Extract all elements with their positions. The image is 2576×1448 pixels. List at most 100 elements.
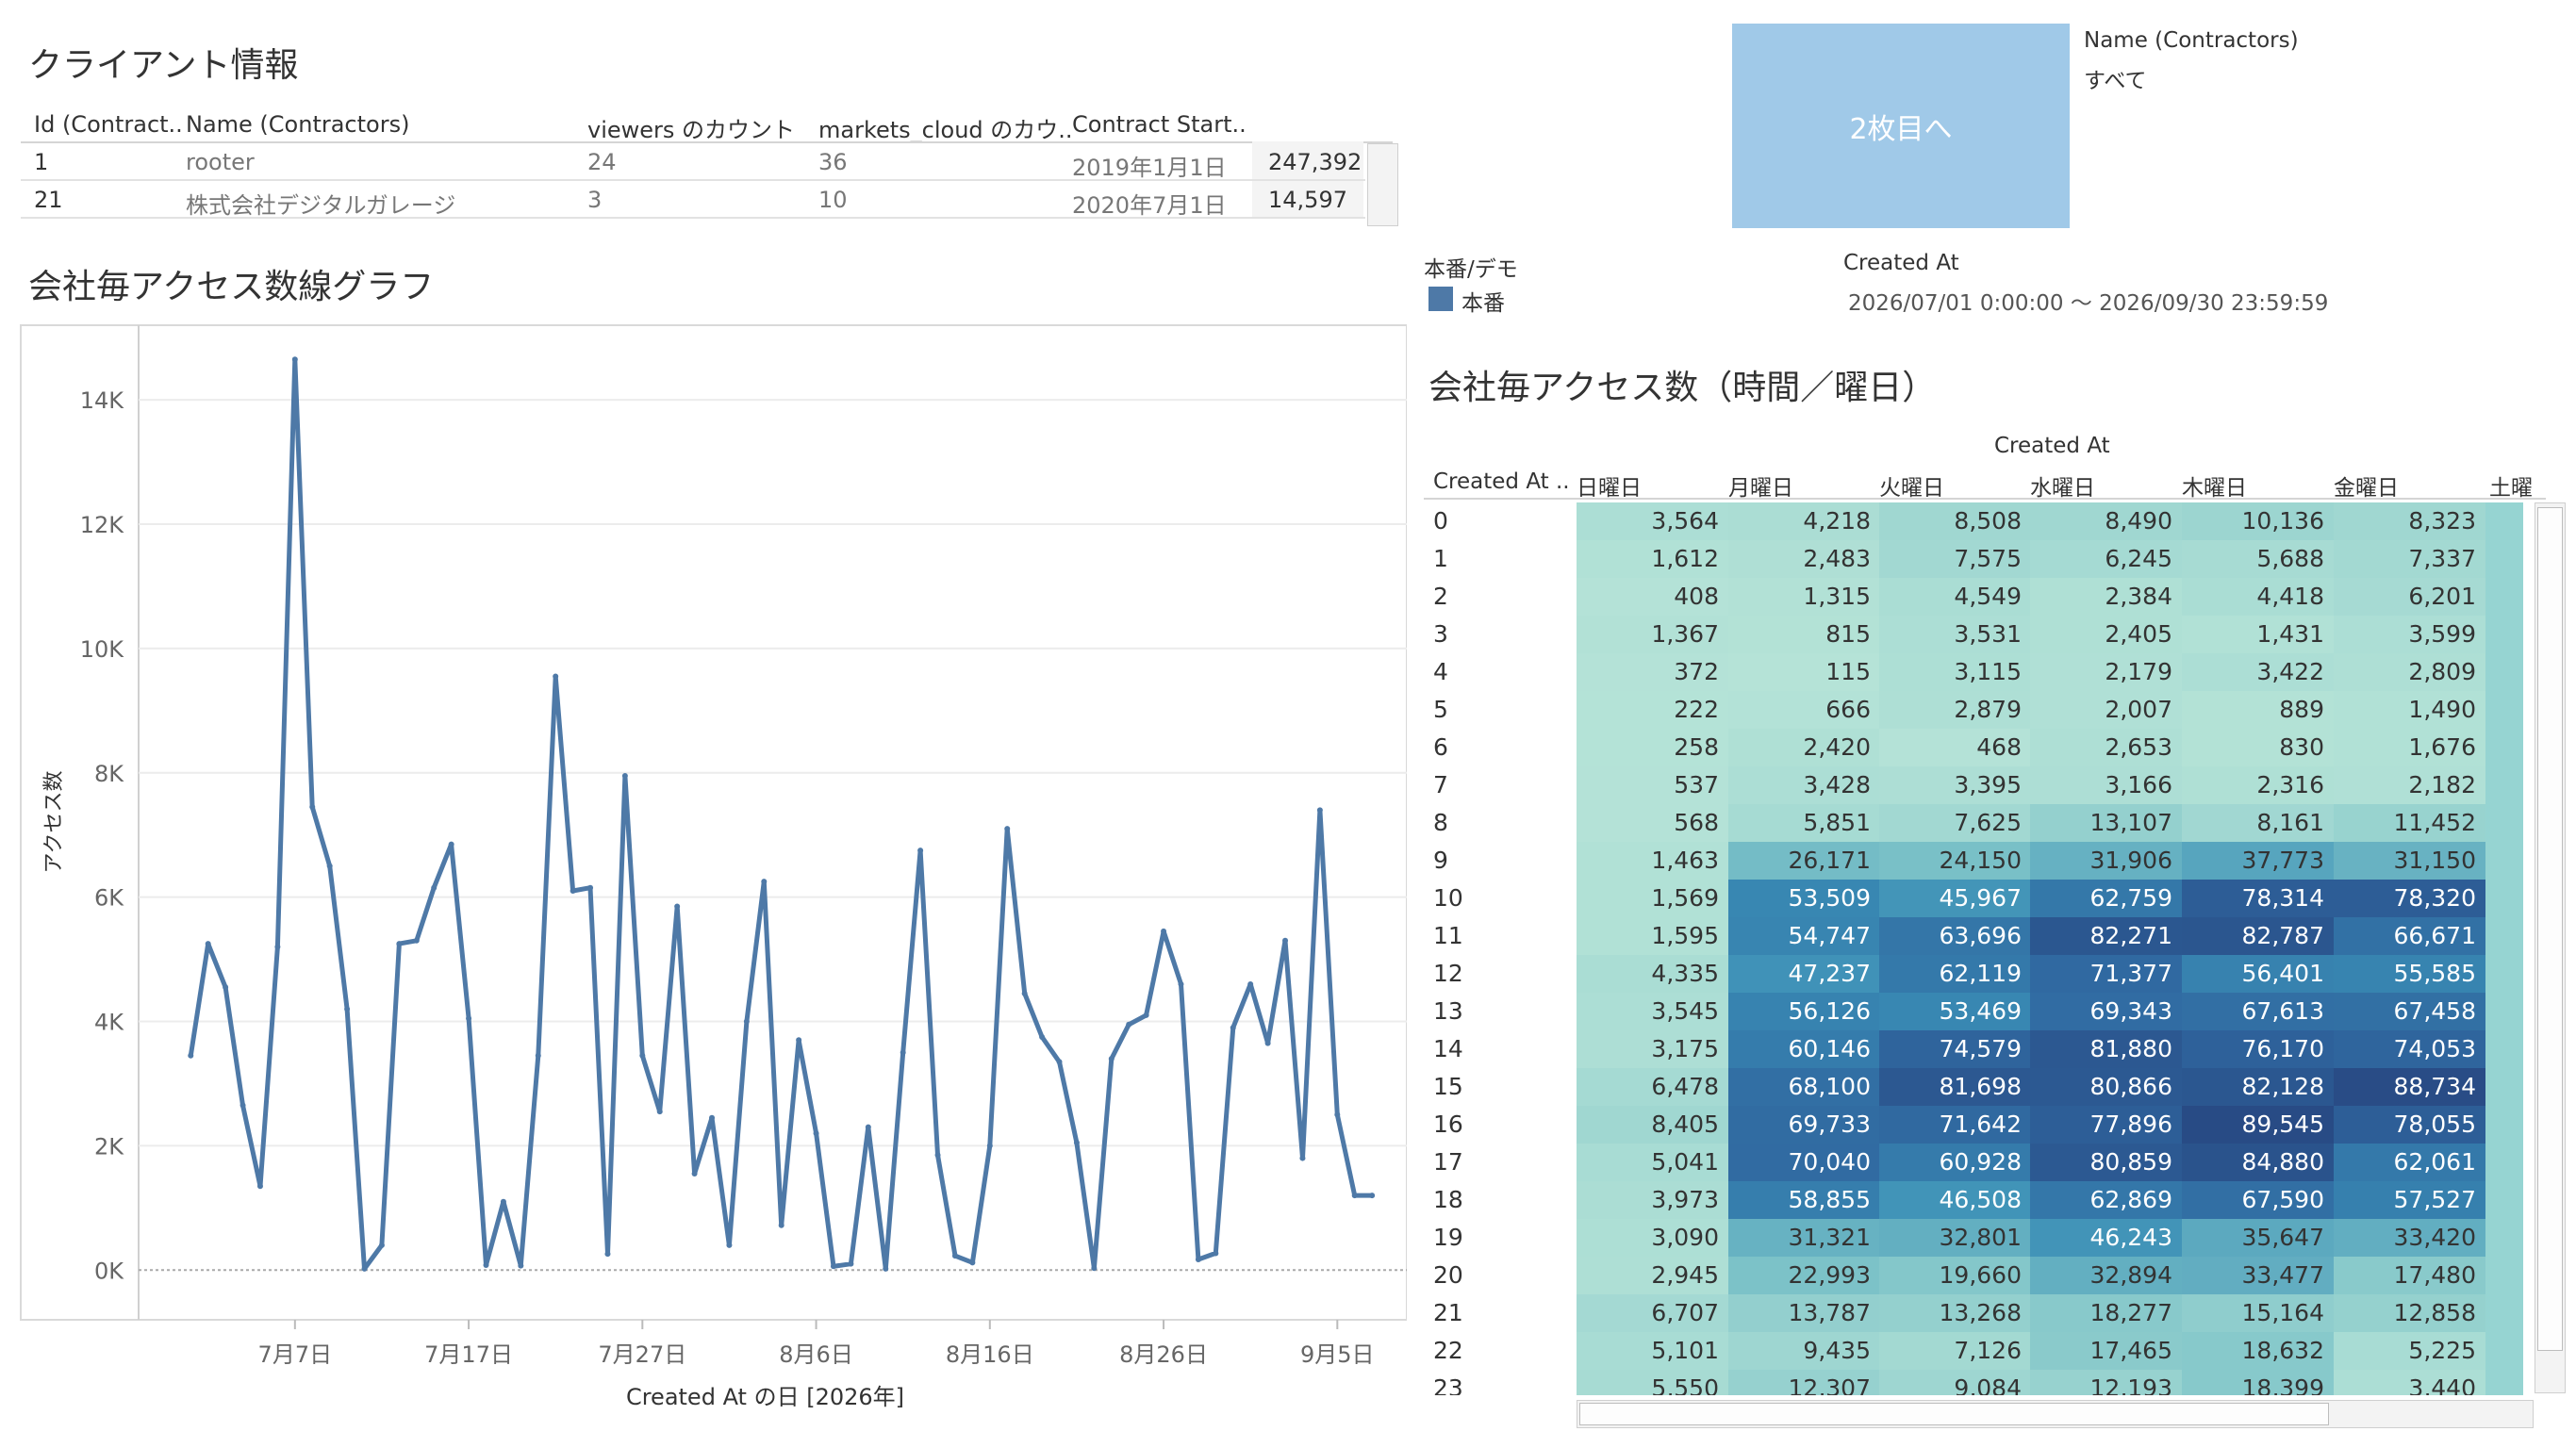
data-point[interactable] bbox=[1039, 1033, 1046, 1040]
heatmap-cell-saturday[interactable] bbox=[2485, 653, 2523, 691]
heatmap-cell[interactable]: 88,734 bbox=[2334, 1068, 2485, 1106]
heatmap-cell[interactable]: 67,613 bbox=[2182, 993, 2334, 1030]
heatmap-cell[interactable]: 7,625 bbox=[1879, 804, 2031, 842]
heatmap-cell[interactable]: 37,773 bbox=[2182, 842, 2334, 880]
heatmap-cell[interactable]: 46,243 bbox=[2030, 1219, 2182, 1257]
heatmap-column-header[interactable]: 水曜日 bbox=[2030, 476, 2095, 501]
heatmap-cell[interactable]: 69,343 bbox=[2030, 993, 2182, 1030]
data-point[interactable] bbox=[1247, 980, 1254, 987]
heatmap-cell[interactable]: 8,490 bbox=[2030, 502, 2182, 540]
heatmap-horizontal-scroll-thumb[interactable] bbox=[1579, 1403, 2329, 1425]
data-point[interactable] bbox=[553, 673, 559, 680]
data-point[interactable] bbox=[691, 1171, 698, 1177]
heatmap-cell[interactable]: 4,218 bbox=[1728, 502, 1880, 540]
heatmap-cell[interactable]: 17,465 bbox=[2030, 1332, 2182, 1370]
heatmap-cell-saturday[interactable] bbox=[2485, 917, 2523, 955]
heatmap-cell[interactable]: 32,894 bbox=[2030, 1257, 2182, 1294]
heatmap-cell[interactable]: 2,809 bbox=[2334, 653, 2485, 691]
heatmap-cell-saturday[interactable] bbox=[2485, 502, 2523, 540]
heatmap-cell[interactable]: 12,307 bbox=[1728, 1370, 1880, 1395]
heatmap-cell[interactable]: 2,405 bbox=[2030, 616, 2182, 653]
heatmap-cell[interactable]: 70,040 bbox=[1728, 1144, 1880, 1181]
heatmap-cell[interactable]: 10,136 bbox=[2182, 502, 2334, 540]
heatmap-cell-saturday[interactable] bbox=[2485, 993, 2523, 1030]
heatmap-cell[interactable]: 115 bbox=[1728, 653, 1880, 691]
heatmap-cell[interactable]: 82,271 bbox=[2030, 917, 2182, 955]
heatmap-cell-saturday[interactable] bbox=[2485, 1030, 2523, 1068]
heatmap-cell[interactable]: 11,452 bbox=[2334, 804, 2485, 842]
heatmap-cell[interactable]: 3,090 bbox=[1577, 1219, 1728, 1257]
data-point[interactable] bbox=[1264, 1040, 1271, 1046]
heatmap-column-header[interactable]: 月曜日 bbox=[1728, 476, 1793, 501]
heatmap-cell[interactable]: 666 bbox=[1728, 691, 1880, 729]
heatmap-cell-saturday[interactable] bbox=[2485, 691, 2523, 729]
heatmap-cell[interactable]: 53,469 bbox=[1879, 993, 2031, 1030]
heatmap-cell[interactable]: 22,993 bbox=[1728, 1257, 1880, 1294]
heatmap-cell[interactable]: 80,866 bbox=[2030, 1068, 2182, 1106]
data-point[interactable] bbox=[1178, 980, 1184, 987]
data-point[interactable] bbox=[1073, 1140, 1080, 1146]
heatmap-cell[interactable]: 78,320 bbox=[2334, 880, 2485, 917]
heatmap-cell[interactable]: 57,527 bbox=[2334, 1181, 2485, 1219]
heatmap-cell[interactable]: 62,869 bbox=[2030, 1181, 2182, 1219]
heatmap-cell-saturday[interactable] bbox=[2485, 1294, 2523, 1332]
heatmap-cell[interactable]: 1,463 bbox=[1577, 842, 1728, 880]
heatmap-cell-saturday[interactable] bbox=[2485, 578, 2523, 616]
data-point[interactable] bbox=[1351, 1193, 1358, 1199]
data-point[interactable] bbox=[466, 1015, 472, 1022]
data-point[interactable] bbox=[848, 1260, 854, 1267]
data-point[interactable] bbox=[621, 773, 628, 780]
heatmap-cell[interactable]: 80,859 bbox=[2030, 1144, 2182, 1181]
data-point[interactable] bbox=[709, 1114, 716, 1121]
data-point[interactable] bbox=[1143, 1012, 1149, 1018]
heatmap-cell[interactable]: 24,150 bbox=[1879, 842, 2031, 880]
heatmap-cell[interactable]: 12,858 bbox=[2334, 1294, 2485, 1332]
data-point[interactable] bbox=[1369, 1193, 1376, 1199]
data-point[interactable] bbox=[344, 1006, 351, 1012]
heatmap-cell[interactable]: 56,401 bbox=[2182, 955, 2334, 993]
data-point[interactable] bbox=[674, 903, 681, 910]
data-point[interactable] bbox=[604, 1251, 611, 1258]
heatmap-grid[interactable]: 3,564 4,218 8,508 8,490 10,136 8,323 1,612 2,48… bbox=[1577, 502, 2535, 1395]
heatmap-cell[interactable]: 537 bbox=[1577, 766, 1728, 804]
heatmap-cell[interactable]: 568 bbox=[1577, 804, 1728, 842]
data-point[interactable] bbox=[570, 888, 576, 895]
heatmap-cell-saturday[interactable] bbox=[2485, 1370, 2523, 1395]
heatmap-cell[interactable]: 2,483 bbox=[1728, 540, 1880, 578]
data-point[interactable] bbox=[951, 1253, 958, 1259]
heatmap-cell[interactable]: 2,179 bbox=[2030, 653, 2182, 691]
heatmap-cell[interactable]: 71,642 bbox=[1879, 1106, 2031, 1144]
data-point[interactable] bbox=[726, 1242, 733, 1248]
data-point[interactable] bbox=[291, 356, 298, 363]
name-filter-value[interactable]: すべて bbox=[2084, 69, 2147, 93]
data-point[interactable] bbox=[743, 1018, 750, 1025]
heatmap-cell[interactable]: 5,101 bbox=[1577, 1332, 1728, 1370]
heatmap-cell[interactable]: 63,696 bbox=[1879, 917, 2031, 955]
heatmap-cell[interactable]: 1,569 bbox=[1577, 880, 1728, 917]
heatmap-cell[interactable]: 3,973 bbox=[1577, 1181, 1728, 1219]
heatmap-cell[interactable]: 3,115 bbox=[1879, 653, 2031, 691]
heatmap-cell[interactable]: 35,647 bbox=[2182, 1219, 2334, 1257]
heatmap-cell-saturday[interactable] bbox=[2485, 1181, 2523, 1219]
heatmap-cell[interactable]: 56,126 bbox=[1728, 993, 1880, 1030]
data-point[interactable] bbox=[813, 1130, 819, 1137]
heatmap-cell-saturday[interactable] bbox=[2485, 804, 2523, 842]
series-line[interactable] bbox=[188, 356, 1373, 1272]
data-point[interactable] bbox=[900, 1049, 906, 1056]
heatmap-cell-saturday[interactable] bbox=[2485, 1219, 2523, 1257]
data-point[interactable] bbox=[1299, 1155, 1306, 1161]
heatmap-cell-saturday[interactable] bbox=[2485, 729, 2523, 766]
heatmap-cell-saturday[interactable] bbox=[2485, 766, 2523, 804]
heatmap-cell[interactable]: 31,321 bbox=[1728, 1219, 1880, 1257]
heatmap-cell[interactable]: 60,928 bbox=[1879, 1144, 2031, 1181]
heatmap-column-header[interactable]: 土曜 bbox=[2489, 476, 2533, 501]
heatmap-cell[interactable]: 1,490 bbox=[2334, 691, 2485, 729]
col-header-contract-start[interactable]: Contract Start.. bbox=[1072, 111, 1247, 138]
data-point[interactable] bbox=[934, 1152, 941, 1159]
data-point[interactable] bbox=[448, 841, 454, 847]
heatmap-cell-saturday[interactable] bbox=[2485, 955, 2523, 993]
heatmap-cell[interactable]: 2,384 bbox=[2030, 578, 2182, 616]
heatmap-cell[interactable]: 8,508 bbox=[1879, 502, 2031, 540]
heatmap-cell[interactable]: 8,161 bbox=[2182, 804, 2334, 842]
heatmap-cell-saturday[interactable] bbox=[2485, 1106, 2523, 1144]
